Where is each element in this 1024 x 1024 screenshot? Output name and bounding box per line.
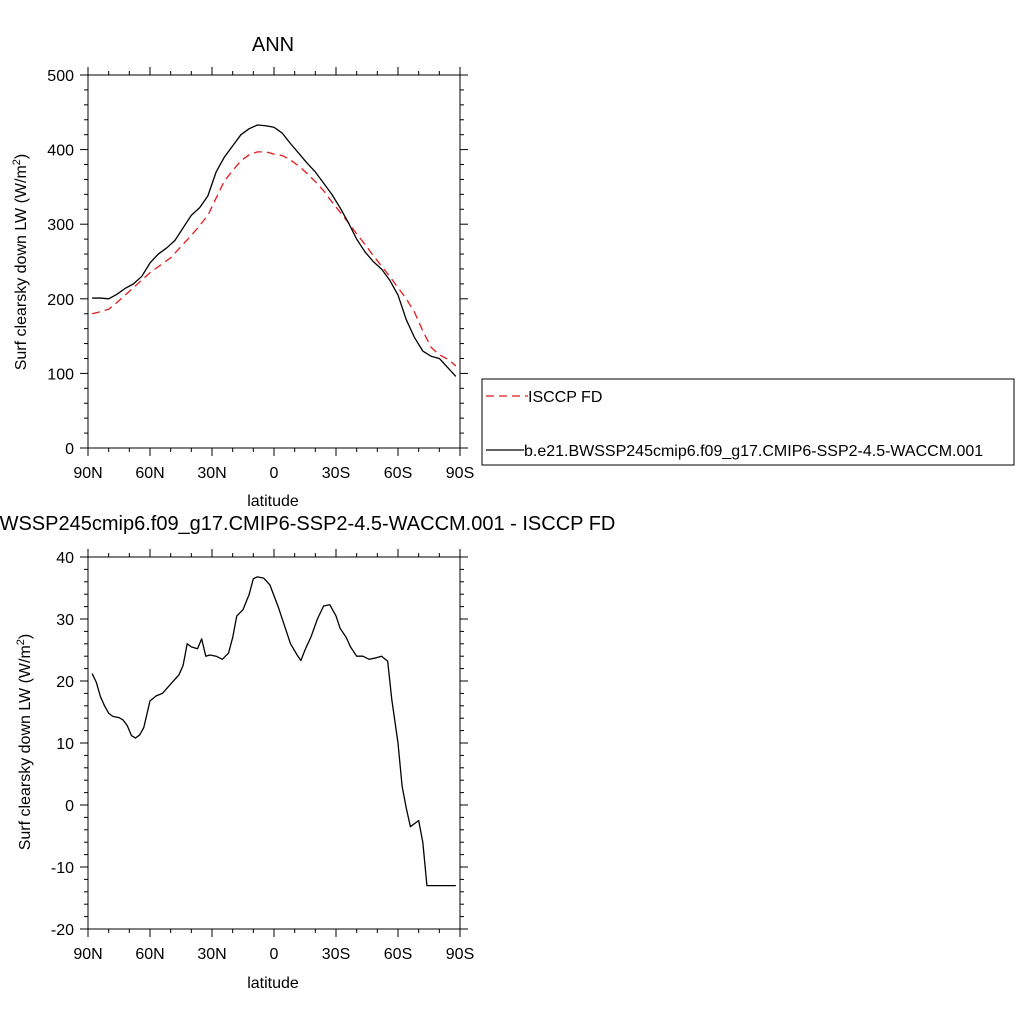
x-tick-label: 30N	[197, 465, 226, 482]
x-tick-label: 0	[270, 465, 279, 482]
legend-label-model: b.e21.BWSSP245cmip6.f09_g17.CMIP6-SSP2-4…	[524, 443, 983, 460]
legend-label-isccp: ISCCP FD	[528, 389, 602, 406]
legend-box	[481, 378, 1015, 466]
y-tick-label: 200	[47, 292, 74, 309]
x-tick-label: 60N	[135, 946, 164, 963]
y-tick-label: 20	[56, 674, 74, 691]
x-tick-label: 60N	[135, 465, 164, 482]
x-tick-label: 90N	[73, 946, 102, 963]
y-tick-label: 0	[65, 798, 74, 815]
bottom-x-axis-label: latitude	[247, 975, 299, 992]
y-tick-label: -20	[51, 922, 74, 939]
y-tick-label: 30	[56, 612, 74, 629]
y-tick-label: 0	[65, 441, 74, 458]
y-tick-label: 400	[47, 143, 74, 160]
top-legend: ISCCP FD b.e21.BWSSP245cmip6.f09_g17.CMI…	[481, 378, 1015, 466]
series-line-model	[92, 124, 457, 377]
y-tick-label: 500	[47, 68, 74, 85]
series-line-isccp	[91, 151, 457, 367]
x-tick-label: 90N	[73, 465, 102, 482]
top-plot-frame	[87, 74, 461, 449]
top-y-axis-label: Surf clearsky down LW (W/m2)	[11, 154, 30, 371]
x-tick-label: 30S	[322, 946, 350, 963]
x-tick-label: 60S	[384, 465, 412, 482]
x-tick-label: 60S	[384, 946, 412, 963]
x-tick-label: 90S	[446, 946, 474, 963]
x-tick-label: 30N	[197, 946, 226, 963]
top-chart-panel: ANN 0 100 200 300 400 500 90N 60N 30N 0 30S 60S 90S…	[11, 34, 1015, 510]
x-tick-label: 90S	[446, 465, 474, 482]
top-chart-title: ANN	[252, 34, 294, 56]
x-tick-label: 0	[270, 946, 279, 963]
difference-line	[91, 576, 456, 887]
top-x-axis-label: latitude	[247, 493, 299, 510]
x-tick-label: 30S	[322, 465, 350, 482]
bottom-chart-panel: b.e21.BWSSP245cmip6.f09_g17.CMIP6-SSP2-4…	[0, 513, 615, 992]
y-tick-label: -10	[51, 860, 74, 877]
y-tick-label: 100	[47, 366, 74, 383]
bottom-y-axis-label: Surf clearsky down LW (W/m2)	[15, 634, 34, 851]
bottom-plot-frame	[87, 556, 461, 930]
y-tick-label: 300	[47, 217, 74, 234]
y-tick-label: 40	[56, 550, 74, 567]
bottom-chart-title: b.e21.BWSSP245cmip6.f09_g17.CMIP6-SSP2-4…	[0, 513, 615, 535]
y-tick-label: 10	[56, 736, 74, 753]
